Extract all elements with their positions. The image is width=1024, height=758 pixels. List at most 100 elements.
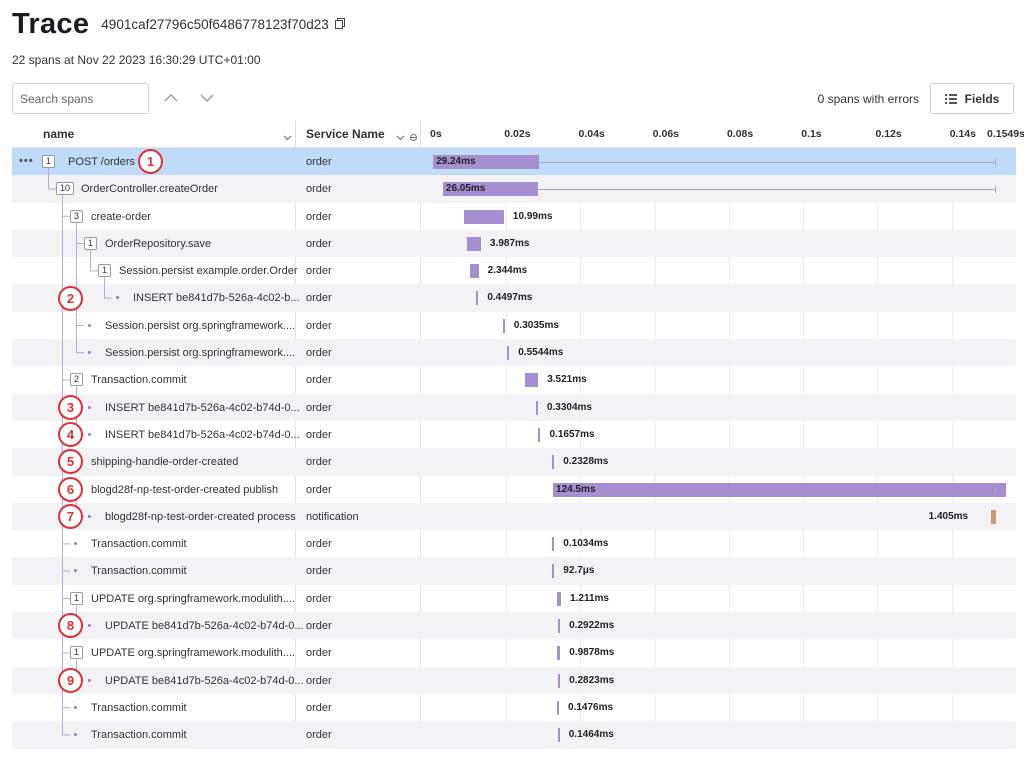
column-resize-handle[interactable] [420, 120, 421, 147]
span-label[interactable]: UPDATE be841d7b-526a-4c02-b74d-0... [105, 674, 304, 687]
span-label[interactable]: INSERT be841d7b-526a-4c02-b74d-0... [105, 401, 300, 414]
span-row[interactable]: 2 Transaction.commit order 3.521ms [12, 366, 1016, 393]
span-duration-bar[interactable] [538, 427, 541, 442]
child-count-toggle[interactable]: 1 [84, 236, 98, 250]
span-row[interactable]: blogd28f-np-test-order-created publish or… [12, 476, 1016, 503]
span-timeline-cell: 0.1657ms [432, 421, 1016, 448]
span-label[interactable]: Transaction.commit [91, 538, 187, 551]
span-row[interactable]: Transaction.commit order 0.1034ms [12, 530, 1016, 557]
span-row[interactable]: UPDATE be841d7b-526a-4c02-b74d-0... order… [12, 666, 1016, 694]
previous-match-icon[interactable] [163, 91, 179, 105]
span-row[interactable]: UPDATE be841d7b-526a-4c02-b74d-0... order… [12, 612, 1016, 640]
span-name-cell: UPDATE be841d7b-526a-4c02-b74d-0... [12, 612, 304, 639]
next-match-icon[interactable] [199, 91, 215, 105]
span-label[interactable]: UPDATE org.springframework.modulith.... [91, 647, 295, 660]
span-row[interactable]: 1 OrderRepository.save order 3.987ms [12, 229, 1016, 258]
span-row[interactable]: 10 OrderController.createOrder order 26.05m… [12, 175, 1016, 203]
span-row[interactable]: Transaction.commit order 0.1464ms [12, 721, 1016, 749]
copy-icon[interactable] [334, 16, 345, 29]
child-count-toggle[interactable]: 1 [70, 646, 84, 660]
chevron-down-icon[interactable] [283, 129, 292, 141]
span-row[interactable]: INSERT be841d7b-526a-4c02-b... order 0.449… [12, 284, 1016, 312]
service-column-header[interactable]: Service Name [306, 127, 385, 141]
span-timeline-cell: 0.2328ms [432, 448, 1016, 475]
span-row[interactable]: 3 create-order order 10.99ms [12, 203, 1016, 230]
chevron-down-icon[interactable] [396, 129, 405, 141]
span-label[interactable]: UPDATE be841d7b-526a-4c02-b74d-0... [105, 620, 304, 633]
service-name-cell: order [306, 319, 332, 332]
span-label[interactable]: UPDATE org.springframework.modulith.... [91, 592, 295, 605]
span-duration-bar[interactable] [535, 400, 538, 415]
name-column-header[interactable]: name [43, 127, 75, 141]
span-timeline-cell: 0.2922ms [432, 612, 1016, 639]
span-row[interactable]: blogd28f-np-test-order-created process no… [12, 502, 1016, 531]
span-duration-bar[interactable] [466, 236, 481, 251]
span-duration-bar[interactable] [552, 564, 555, 579]
span-duration-bar[interactable] [552, 537, 555, 552]
span-label[interactable]: Session.persist org.springframework.... [105, 319, 296, 332]
span-duration-bar[interactable] [470, 264, 479, 279]
span-label[interactable]: create-order [91, 210, 151, 223]
span-duration-bar[interactable] [556, 591, 562, 606]
span-duration-bar[interactable] [507, 346, 510, 361]
child-count-toggle[interactable]: 3 [70, 209, 84, 223]
span-label[interactable]: Transaction.commit [91, 701, 187, 714]
service-name-cell: order [306, 401, 332, 414]
span-duration-bar[interactable] [463, 209, 504, 224]
span-label[interactable]: INSERT be841d7b-526a-4c02-b74d-0... [105, 428, 300, 441]
span-row[interactable]: Session.persist org.springframework.... o… [12, 339, 1016, 367]
span-duration-bar[interactable] [553, 482, 1006, 497]
child-count-toggle[interactable]: 1 [42, 155, 56, 168]
span-label[interactable]: OrderRepository.save [105, 237, 212, 250]
column-resize-handle[interactable] [295, 120, 296, 147]
timeline-tick-label: 0.08s [726, 128, 754, 140]
span-row[interactable]: ••• 1 POST /orders order 29.24ms [12, 148, 1016, 176]
span-label[interactable]: blogd28f-np-test-order-created process [105, 510, 296, 523]
span-duration-bar[interactable] [557, 700, 560, 715]
span-duration-bar[interactable] [502, 318, 505, 333]
span-duration-bar[interactable] [556, 646, 561, 661]
span-name-cell: Transaction.commit [12, 694, 295, 721]
span-label[interactable]: Transaction.commit [91, 729, 187, 742]
span-timeline-cell: 0.2823ms [432, 667, 1016, 694]
span-duration-bar[interactable] [558, 619, 561, 634]
span-timeline-cell: 0.1034ms [432, 530, 1016, 557]
span-duration-bar[interactable] [552, 455, 555, 470]
span-duration-bar[interactable] [476, 291, 479, 306]
span-label[interactable]: blogd28f-np-test-order-created publish [91, 483, 279, 496]
span-duration-bar[interactable] [990, 509, 996, 524]
span-duration-bar[interactable] [557, 728, 560, 743]
span-label[interactable]: shipping-handle-order-created [91, 456, 239, 469]
span-row[interactable]: INSERT be841d7b-526a-4c02-b74d-0... order… [12, 421, 1016, 448]
span-row[interactable]: shipping-handle-order-created order 0.2328… [12, 448, 1016, 476]
span-label[interactable]: POST /orders [68, 156, 136, 168]
child-count-toggle[interactable]: 1 [70, 591, 84, 605]
service-name-cell: order [306, 265, 332, 278]
drag-handle-icon[interactable] [409, 129, 418, 141]
child-count-toggle[interactable]: 2 [70, 373, 84, 387]
span-row[interactable]: 1 UPDATE org.springframework.modulith....… [12, 585, 1016, 612]
span-row[interactable]: 1 Session.persist example.order.Order orde… [12, 257, 1016, 284]
span-duration-bar[interactable] [558, 673, 561, 688]
span-row[interactable]: Transaction.commit order 0.1476ms [12, 694, 1016, 721]
span-duration-bar[interactable] [525, 373, 539, 388]
span-label[interactable]: Session.persist example.order.Order [119, 265, 298, 278]
span-duration-bar[interactable] [442, 182, 538, 197]
search-spans-input[interactable] [12, 83, 149, 114]
span-label[interactable]: Session.persist org.springframework.... [105, 347, 296, 360]
more-options-icon[interactable]: ••• [19, 155, 34, 167]
span-label[interactable]: Transaction.commit [91, 565, 187, 578]
span-duration-bar[interactable] [433, 155, 540, 169]
fields-button[interactable]: Fields [930, 83, 1014, 114]
span-label[interactable]: OrderController.createOrder [81, 183, 218, 196]
leaf-span-dot [88, 514, 91, 518]
span-label[interactable]: INSERT be841d7b-526a-4c02-b... [133, 292, 300, 305]
span-row[interactable]: Session.persist org.springframework.... o… [12, 312, 1016, 339]
span-row[interactable]: 1 UPDATE org.springframework.modulith....… [12, 639, 1016, 666]
span-label[interactable]: Transaction.commit [91, 374, 187, 387]
span-row[interactable]: INSERT be841d7b-526a-4c02-b74d-0... order… [12, 393, 1016, 421]
child-count-toggle[interactable]: 10 [56, 182, 75, 196]
span-row[interactable]: Transaction.commit order 92.7μs [12, 557, 1016, 585]
service-name-cell: order [306, 156, 332, 168]
child-count-toggle[interactable]: 1 [98, 264, 112, 278]
